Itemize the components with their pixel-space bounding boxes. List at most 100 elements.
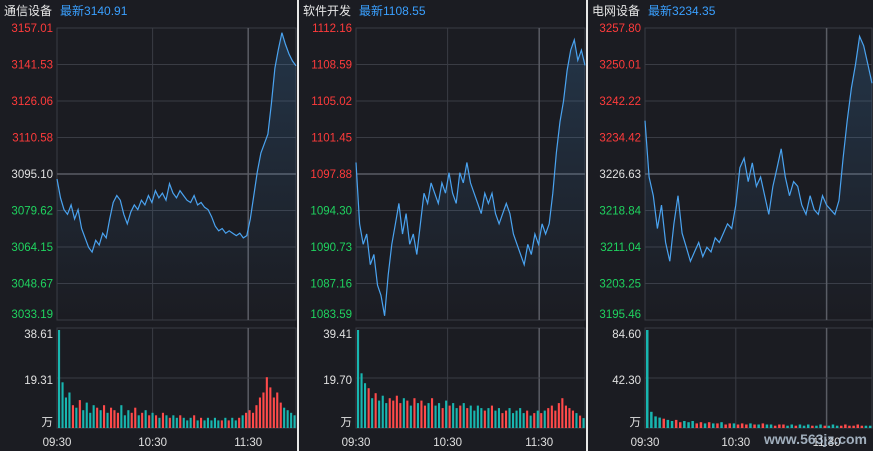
volume-bar [522, 413, 525, 428]
volume-bar [283, 407, 286, 428]
sector-panel-power-grid[interactable]: 电网设备 最新3234.35 3257.80 3250.01 3242.22 3234.… [588, 0, 873, 451]
volume-bar [241, 415, 244, 428]
volume-bar [508, 408, 511, 428]
watermark: www.563jz.com [764, 431, 867, 447]
volume-bar [582, 418, 585, 428]
volume-bar [827, 425, 831, 428]
volume-bar [543, 410, 546, 428]
volume-bar [716, 423, 719, 428]
intraday-chart[interactable]: 3257.80 3250.01 3242.22 3234.42 3226.63 3218.… [588, 0, 873, 451]
volume-bar [819, 424, 822, 428]
latest-price: 最新1108.55 [359, 4, 426, 18]
volume-bar [848, 425, 851, 428]
volume-bar [89, 412, 92, 428]
volume-bar [227, 420, 230, 428]
volume-bar [778, 424, 781, 428]
volume-bar [703, 423, 707, 428]
volume-bar [220, 420, 223, 428]
price-tick-label: 3141.53 [11, 60, 53, 72]
volume-bar [856, 424, 859, 428]
volume-bar [757, 424, 760, 428]
sector-name: 电网设备 [592, 4, 641, 18]
volume-bar [679, 422, 682, 428]
volume-bar [466, 408, 469, 428]
volume-bar [364, 383, 367, 428]
volume-bar [99, 410, 102, 428]
volume-bar [276, 392, 279, 428]
volume-bar [557, 403, 560, 428]
volume-bar [213, 417, 216, 428]
volume-bar [860, 425, 864, 428]
price-tick-label: 3226.63 [599, 169, 641, 181]
volume-bar [487, 408, 490, 428]
volume-bar [490, 405, 493, 428]
volume-bar [416, 403, 419, 428]
volume-bar [434, 405, 437, 428]
time-label: 11:30 [525, 437, 553, 449]
volume-bar [120, 405, 123, 428]
volume-bar [217, 420, 220, 428]
volume-bar [579, 415, 582, 428]
volume-bar [452, 403, 455, 428]
volume-bar [68, 392, 71, 428]
volume-bar [691, 421, 694, 428]
volume-bar [699, 422, 703, 428]
volume-bar [724, 424, 727, 428]
volume-bar [360, 373, 363, 428]
volume-bar [92, 405, 95, 428]
volume-bar [844, 424, 847, 428]
time-label: 11:30 [234, 437, 262, 449]
price-line [644, 34, 873, 264]
volume-bar [258, 397, 261, 428]
volume-bar [459, 405, 462, 428]
volume-bar [357, 330, 360, 428]
volume-bar [728, 423, 731, 428]
volume-tick-label: 39.41 [323, 329, 352, 341]
price-tick-label: 1105.02 [311, 96, 352, 108]
price-area-fill [645, 36, 872, 321]
volume-bar [161, 412, 164, 428]
volume-bar [646, 330, 649, 428]
price-tick-label: 1094.30 [310, 206, 352, 218]
volume-bar [262, 392, 265, 428]
time-label: 10:30 [433, 437, 462, 449]
time-label: 09:30 [631, 437, 660, 449]
volume-bar [189, 417, 192, 428]
time-label: 10:30 [138, 437, 167, 449]
volume-bar [71, 405, 74, 428]
volume-bar [61, 382, 64, 428]
volume-bar [473, 410, 476, 428]
volume-bar [740, 423, 744, 428]
volume-bar [186, 420, 189, 428]
volume-bar [158, 417, 161, 428]
volume-bar [123, 415, 126, 428]
volume-bar [753, 424, 756, 428]
sector-panel-telecom[interactable]: 通信设备 最新3140.91 3157.01 3141.53 3126.06 3110.… [0, 0, 297, 451]
volume-bar [193, 415, 196, 428]
volume-bar [196, 420, 199, 428]
volume-bar [720, 422, 723, 428]
volume-bar [224, 417, 227, 428]
volume-tick-label: 万 [630, 417, 642, 429]
price-tick-label: 3257.80 [599, 23, 641, 35]
volume-bar [234, 420, 237, 428]
volume-bar [494, 410, 497, 428]
volume-bar [773, 425, 777, 428]
volume-bar [745, 424, 748, 428]
intraday-chart[interactable]: 3157.01 3141.53 3126.06 3110.58 3095.10 3079.… [0, 0, 297, 451]
sector-panel-software[interactable]: 软件开发 最新1108.55 1112.16 1108.59 1105.02 1101.… [299, 0, 586, 451]
intraday-chart[interactable]: 1112.16 1108.59 1105.02 1101.45 1097.88 1094.… [299, 0, 586, 451]
price-tick-label: 3048.67 [11, 279, 53, 291]
volume-bar [441, 408, 444, 428]
volume-bar [200, 417, 203, 428]
price-tick-label: 3033.19 [11, 309, 53, 321]
price-tick-label: 1083.59 [310, 309, 352, 321]
volume-bar [501, 413, 504, 428]
volume-bar [654, 416, 657, 428]
volume-bar [106, 412, 109, 428]
volume-bar [568, 408, 571, 428]
volume-bar [269, 387, 272, 428]
volume-bar [381, 395, 384, 428]
volume-bar [110, 407, 113, 428]
price-tick-label: 3095.10 [11, 169, 53, 181]
